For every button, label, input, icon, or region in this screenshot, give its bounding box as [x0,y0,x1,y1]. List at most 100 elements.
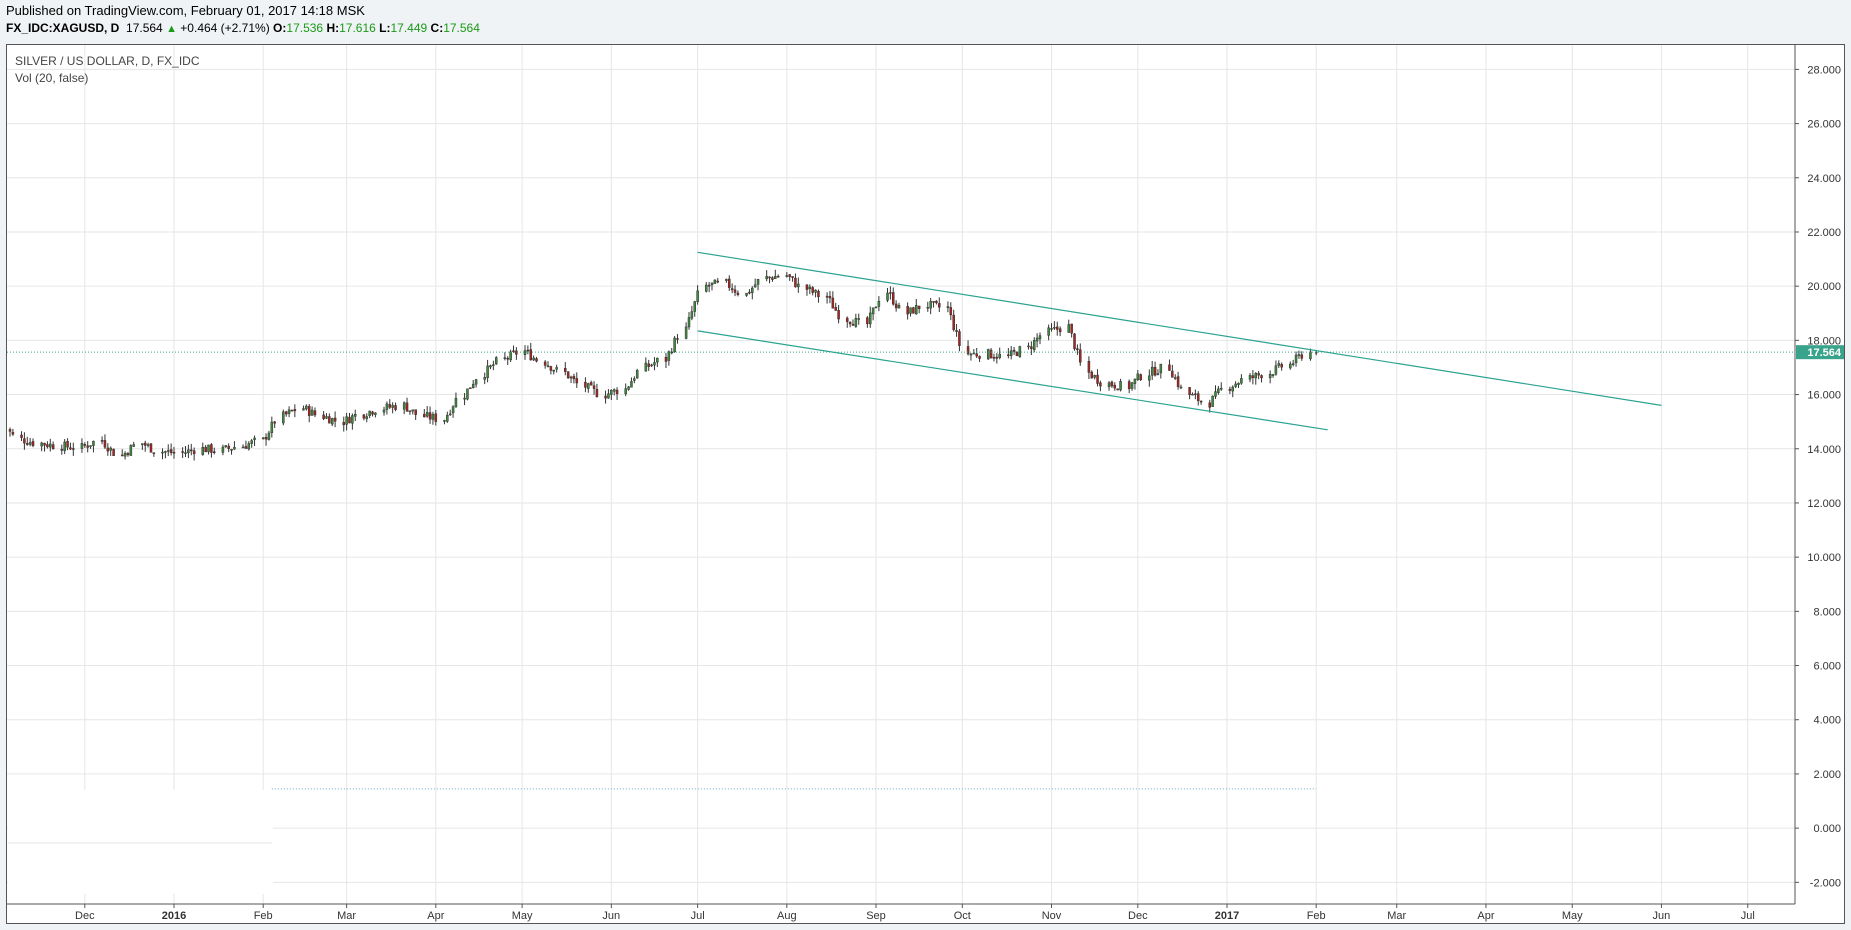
candle-body [673,337,676,353]
candle-body [1058,328,1062,333]
y-tick-label: 10.000 [1807,552,1841,564]
candle-body [1087,361,1091,373]
candle-body [233,447,236,450]
candle-body [906,306,909,315]
candle-body [230,449,233,451]
candle-body [1015,352,1019,357]
candle-body [51,444,55,450]
candle-body [595,388,599,398]
candle-body [969,353,973,356]
x-tick-label: Apr [427,910,444,922]
candle-body [797,283,800,288]
candle-body [1251,375,1255,378]
candle-body [1297,354,1301,356]
candle-body [66,441,69,448]
quote-line: FX_IDC:XAGUSD, D 17.564 ▲ +0.464 (+2.71%… [6,21,480,35]
candle-body [184,452,187,454]
high-value: 17.616 [339,21,376,35]
candle-body [149,443,153,453]
candle-body [213,451,216,453]
candle-body [912,307,915,314]
candle-body [385,403,389,410]
candle-body [143,442,147,446]
chart-legend-title[interactable]: SILVER / US DOLLAR, D, FX_IDC [15,54,200,68]
candle-body [1217,388,1220,393]
candle-body [733,289,737,293]
candle-body [713,279,717,284]
candle-body [915,305,918,315]
candle-body [26,443,29,445]
x-tick-label: Mar [337,910,356,922]
candle-body [302,408,305,411]
candle-body [552,369,556,372]
candle-body [1148,375,1151,381]
candle-body [207,444,210,453]
candle-body [1093,375,1096,378]
candle-body [1113,384,1117,389]
candle-body [745,292,748,296]
candle-body [247,443,251,450]
candle-body [466,388,469,400]
candle-body [1116,388,1119,391]
candle-body [1294,354,1298,364]
candle-body [1159,363,1163,374]
candle-body [978,356,981,359]
candle-body [273,421,276,424]
candle-body [270,421,274,433]
candle-body [106,447,110,452]
candle-body [72,448,75,450]
candle-body [575,378,579,384]
candle-body [725,278,728,281]
candle-body [446,414,449,422]
candle-body [391,405,394,408]
candle-body [998,353,1001,358]
candle-body [408,410,412,413]
candle-body [310,409,314,416]
volume-legend[interactable]: Vol (20, false) [15,71,89,85]
candle-body [768,276,771,279]
candle-body [161,451,164,454]
trendline-upper [697,251,1662,406]
candle-body [1173,377,1177,379]
candle-body [644,362,648,372]
candle-body [172,451,176,454]
candle-body [992,357,996,359]
trendline-lower [697,330,1328,431]
candle-body [1271,374,1275,376]
candle-body [716,280,720,283]
candle-body [1096,374,1099,384]
candle-body [365,416,369,419]
candle-body [152,452,156,454]
candle-body [241,446,245,449]
candle-body [1208,402,1211,408]
candle-body [40,442,43,447]
candle-body [23,438,26,444]
candle-body [8,429,12,432]
candle-body [431,414,435,420]
candle-body [748,291,751,294]
candle-body [411,409,415,412]
candle-body [434,413,438,422]
x-tick-label: Aug [777,910,797,922]
candle-body [650,364,653,367]
candle-body [374,412,377,415]
candle-body [851,323,855,326]
candle-body [46,444,49,448]
candle-body [1110,381,1114,387]
candle-body [190,449,193,452]
candle-body [443,420,446,422]
candle-body [141,443,144,446]
x-tick-label: Nov [1042,910,1062,922]
candle-body [1191,393,1194,396]
candle-body [837,309,840,320]
candle-body [995,356,999,359]
candle-body [307,406,311,416]
candle-body [221,446,225,453]
chart-frame[interactable] [6,44,1845,924]
candle-body [1133,378,1137,384]
candle-body [1018,346,1022,357]
candle-body [371,411,374,415]
candle-body [564,368,567,372]
candle-body [693,301,697,312]
